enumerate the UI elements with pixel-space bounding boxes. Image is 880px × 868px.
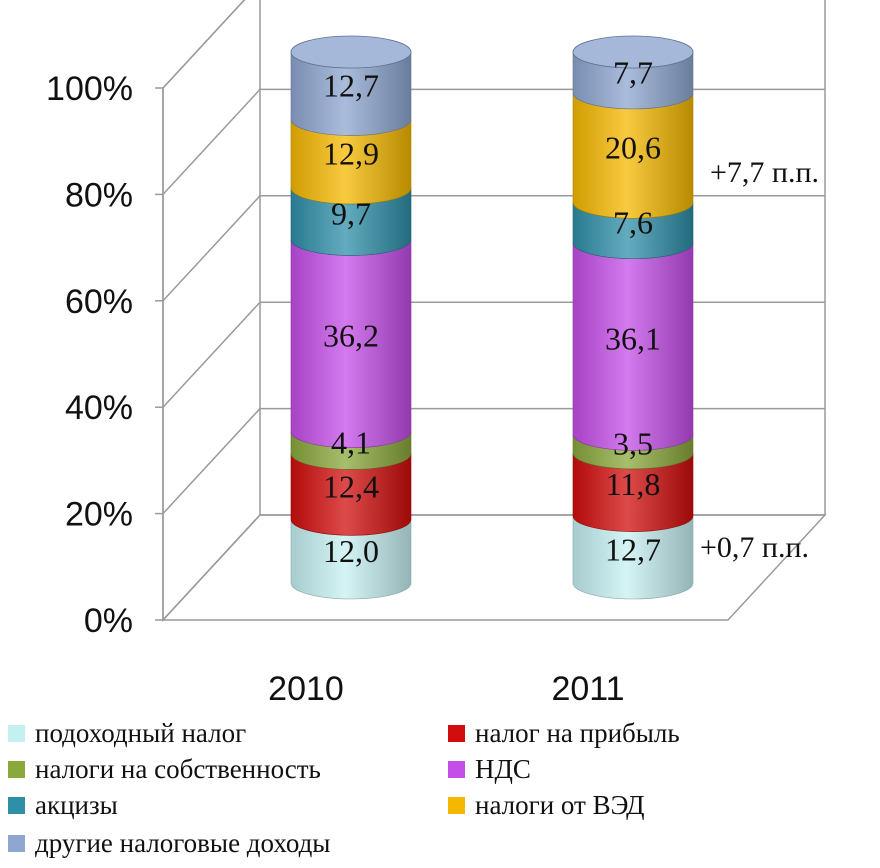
data-label: 3,5 bbox=[613, 426, 653, 462]
data-label: 36,2 bbox=[323, 318, 379, 354]
bars bbox=[290, 35, 694, 600]
gridline bbox=[162, 301, 825, 408]
y-axis-ticks: 0% 20% 40% 60% 80% 100% bbox=[46, 70, 133, 640]
annotations: +7,7 п.п. +0,7 п.п. bbox=[700, 156, 819, 564]
gridline bbox=[162, 407, 825, 515]
y-tick-label: 60% bbox=[65, 283, 133, 321]
data-label: 12,9 bbox=[323, 136, 379, 172]
y-tick-label: 20% bbox=[65, 496, 133, 534]
legend-label: налог на прибыль bbox=[475, 718, 680, 748]
data-label: 12,0 bbox=[323, 533, 379, 569]
legend-label: налоги на собственность bbox=[35, 754, 321, 784]
legend-item-налоги-на-собственность: налоги на собственность bbox=[8, 754, 321, 785]
legend-label: подоходный налог bbox=[35, 718, 247, 748]
legend-label: другие налоговые доходы bbox=[35, 828, 331, 858]
stacked-cylinder-chart: 0%20%40%60%80%100% 12,012,44,136,29,712,… bbox=[46, 0, 827, 708]
legend-item-другие-налоговые-доходы: другие налоговые доходы bbox=[8, 828, 330, 859]
legend-swatch bbox=[8, 797, 25, 814]
annotation-label: +7,7 п.п. bbox=[710, 156, 819, 189]
data-label: 11,8 bbox=[606, 466, 661, 502]
y-tick-label: 100% bbox=[46, 70, 133, 108]
legend-swatch bbox=[8, 725, 25, 742]
x-category-label: 2010 bbox=[268, 670, 344, 708]
data-label: 7,7 bbox=[613, 54, 653, 90]
data-label: 4,1 bbox=[331, 425, 371, 461]
gridline bbox=[162, 0, 246, 89]
data-label: 7,6 bbox=[613, 204, 653, 240]
legend-swatch bbox=[8, 835, 25, 852]
side-wall bbox=[162, 0, 261, 622]
legend-label: НДС bbox=[475, 754, 531, 784]
legend-item-акцизы: акцизы bbox=[8, 790, 118, 821]
legend-label: акцизы bbox=[35, 790, 118, 820]
annotation-label: +0,7 п.п. bbox=[700, 531, 809, 564]
legend-swatch bbox=[448, 725, 465, 742]
data-label: 20,6 bbox=[605, 130, 661, 166]
data-label: 9,7 bbox=[331, 196, 371, 232]
y-tick-label: 40% bbox=[65, 389, 133, 427]
y-tick-label: 80% bbox=[65, 176, 133, 214]
legend-label: налоги от ВЭД bbox=[475, 790, 645, 820]
data-label: 36,1 bbox=[605, 320, 661, 356]
gridline bbox=[162, 195, 825, 302]
x-axis-categories: 2010 2011 bbox=[268, 670, 624, 708]
y-tick-label: 0% bbox=[84, 602, 133, 640]
legend-swatch bbox=[8, 761, 25, 778]
chart-walls bbox=[161, 0, 827, 622]
legend-item-ндс: НДС bbox=[448, 754, 531, 785]
data-label: 12,4 bbox=[323, 468, 379, 504]
x-category-label: 2011 bbox=[551, 670, 624, 708]
legend-item-налоги-от-вэд: налоги от ВЭД bbox=[448, 790, 645, 821]
legend-item-подоходный-налог: подоходный налог bbox=[8, 718, 246, 749]
bar-top-cap-2010 bbox=[290, 35, 412, 69]
legend-swatch bbox=[448, 797, 465, 814]
data-labels: 12,0 12,4 4,1 36,2 9,7 12,9 12,7 12,7 11,8 3,5 36,… bbox=[323, 54, 661, 569]
data-label: 12,7 bbox=[323, 68, 379, 104]
legend-item-налог-на-прибыль: налог на прибыль bbox=[448, 718, 680, 749]
legend-swatch bbox=[448, 761, 465, 778]
data-label: 12,7 bbox=[605, 531, 661, 567]
bar-top-cap-2011 bbox=[572, 35, 694, 69]
